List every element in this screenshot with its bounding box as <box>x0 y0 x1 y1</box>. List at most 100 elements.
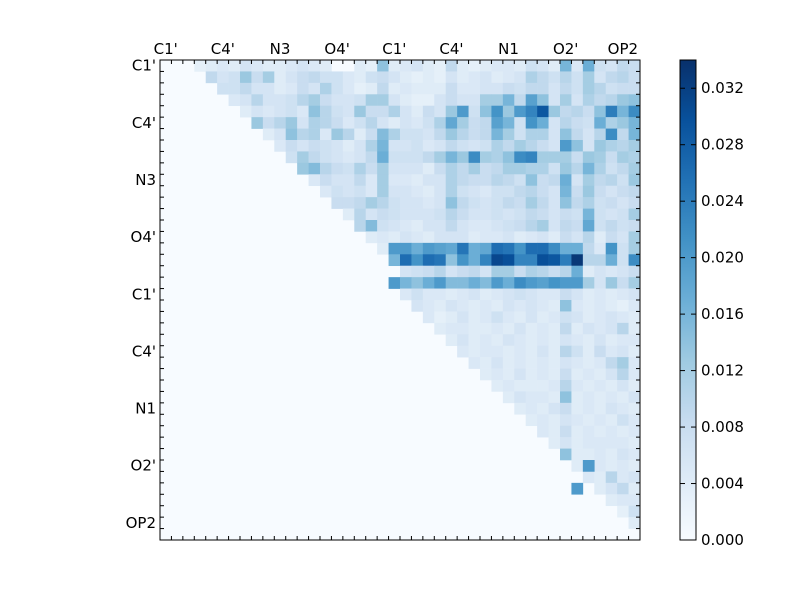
heatmap-cell <box>434 208 447 221</box>
heatmap-cell <box>594 71 607 84</box>
heatmap-cell <box>434 71 447 84</box>
heatmap-cell <box>445 162 458 175</box>
y-tick-label: O2' <box>131 457 156 475</box>
heatmap-cell <box>468 197 481 209</box>
heatmap-cell <box>274 60 287 72</box>
heatmap-cell <box>560 391 572 404</box>
heatmap-cell <box>594 151 607 164</box>
heatmap-cell <box>571 117 584 129</box>
heatmap-cell <box>468 357 481 369</box>
heatmap-cell <box>331 94 344 107</box>
heatmap-cell <box>445 242 458 255</box>
heatmap-cell <box>628 380 641 392</box>
heatmap-cell <box>548 208 561 221</box>
heatmap-cell <box>560 208 572 221</box>
heatmap-cell <box>262 82 275 95</box>
heatmap-cell <box>617 60 629 72</box>
heatmap-cell <box>251 71 264 84</box>
heatmap-cell <box>582 185 595 198</box>
heatmap-cell <box>388 277 401 289</box>
heatmap-cell <box>560 265 572 278</box>
heatmap-cell <box>297 151 309 164</box>
heatmap-cell <box>548 242 561 255</box>
heatmap-cell <box>480 105 492 118</box>
heatmap-cell <box>274 128 287 141</box>
heatmap-cell <box>571 425 584 438</box>
heatmap-cell <box>434 117 447 129</box>
heatmap-cell <box>617 448 629 461</box>
heatmap-cell <box>285 105 298 118</box>
heatmap-cell <box>434 322 447 335</box>
heatmap-cell <box>342 71 355 84</box>
heatmap-cell <box>571 174 584 187</box>
heatmap-cell <box>388 220 401 232</box>
heatmap-cell <box>411 254 424 267</box>
heatmap-cell <box>365 185 378 198</box>
heatmap-cell <box>422 71 435 84</box>
heatmap-cell <box>411 231 424 244</box>
heatmap-cell <box>480 231 492 244</box>
heatmap-cell <box>422 185 435 198</box>
heatmap-cell <box>502 311 515 324</box>
heatmap-cell <box>388 197 401 209</box>
heatmap-cell <box>480 185 492 198</box>
heatmap-cell <box>548 105 561 118</box>
heatmap-cell <box>582 311 595 324</box>
heatmap-cell <box>331 151 344 164</box>
heatmap-cell <box>480 162 492 175</box>
heatmap-cell <box>582 105 595 118</box>
heatmap-cell <box>605 345 618 358</box>
heatmap-cell <box>582 140 595 152</box>
heatmap-cell <box>422 60 435 72</box>
heatmap-cell <box>617 425 629 438</box>
heatmap-cell <box>468 300 481 312</box>
heatmap-cell <box>537 368 549 381</box>
heatmap-cell <box>400 174 412 187</box>
heatmap-cell <box>457 208 469 221</box>
heatmap-cell <box>525 151 538 164</box>
heatmap-cell <box>560 220 572 232</box>
heatmap-cell <box>560 437 572 449</box>
heatmap-cell <box>400 105 412 118</box>
heatmap-cell <box>628 300 641 312</box>
heatmap-cell <box>377 231 389 244</box>
heatmap-cell <box>411 197 424 209</box>
heatmap-cell <box>491 151 504 164</box>
heatmap-cell <box>525 414 538 427</box>
heatmap-cell <box>525 254 538 267</box>
heatmap-cell <box>468 82 481 95</box>
heatmap-cell <box>582 425 595 438</box>
heatmap-cell <box>297 128 309 141</box>
heatmap-cell <box>594 300 607 312</box>
heatmap-cell <box>594 128 607 141</box>
heatmap-cell <box>617 208 629 221</box>
heatmap-cell <box>491 140 504 152</box>
heatmap-cell <box>548 311 561 324</box>
heatmap-cell <box>274 140 287 152</box>
heatmap-cell <box>537 402 549 415</box>
heatmap-cell <box>377 71 389 84</box>
heatmap-cell <box>285 82 298 95</box>
heatmap-cell <box>628 71 641 84</box>
heatmap-cell <box>617 105 629 118</box>
heatmap-cell <box>468 242 481 255</box>
heatmap-cell <box>548 94 561 107</box>
heatmap-cell <box>400 60 412 72</box>
heatmap-cell <box>594 482 607 495</box>
heatmap-cell <box>628 162 641 175</box>
heatmap-cell <box>308 105 321 118</box>
heatmap-cell <box>331 128 344 141</box>
heatmap-cell <box>548 357 561 369</box>
heatmap-cell <box>422 277 435 289</box>
heatmap-cell <box>445 254 458 267</box>
heatmap-cell <box>297 105 309 118</box>
heatmap-cell <box>422 82 435 95</box>
heatmap-cell <box>582 414 595 427</box>
heatmap-cell <box>605 60 618 72</box>
heatmap-cell <box>491 311 504 324</box>
x-tick-label: C4' <box>211 40 235 58</box>
heatmap-cell <box>605 94 618 107</box>
heatmap-cell <box>628 494 641 507</box>
heatmap-cell <box>480 322 492 335</box>
heatmap-cell <box>514 162 527 175</box>
